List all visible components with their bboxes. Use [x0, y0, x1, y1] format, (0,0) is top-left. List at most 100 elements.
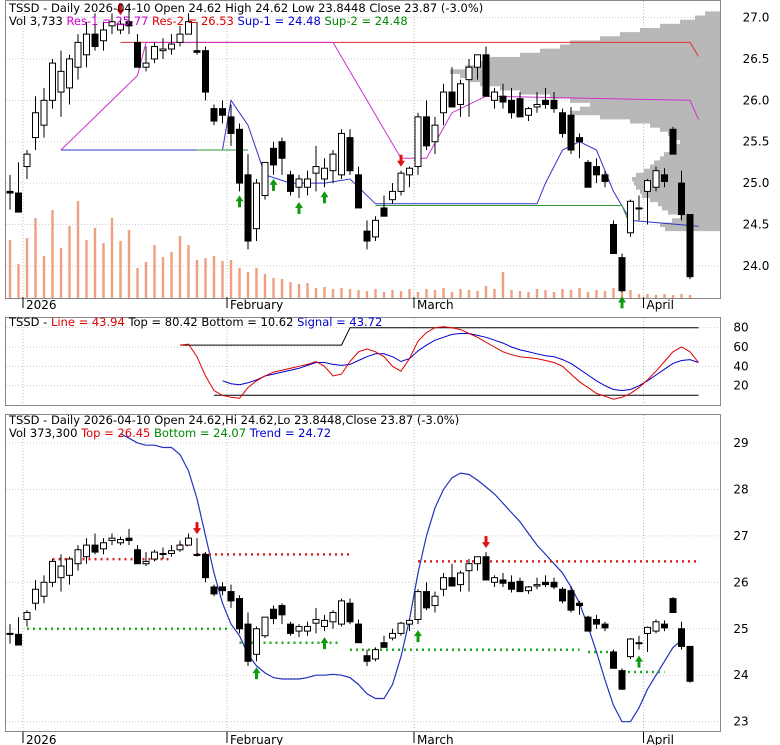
- volume-profile-bar: [450, 69, 720, 74]
- price-candle-body: [406, 167, 413, 176]
- trend-candle-body: [295, 625, 303, 632]
- volume-bar: [42, 256, 46, 298]
- trend-candle-body: [142, 560, 150, 565]
- volume-bar: [340, 288, 343, 298]
- volume-profile-bar: [680, 139, 720, 145]
- trend-candle-body: [219, 586, 226, 592]
- volume-bar: [391, 290, 394, 298]
- price-candle-body: [117, 23, 124, 31]
- trend-legend-levels: Vol 373,300 Top = 26.45 Bottom = 24.07 T…: [9, 426, 331, 440]
- price-candle-body: [304, 178, 311, 188]
- osc-tick-label: 80: [733, 321, 748, 335]
- volume-bar: [153, 245, 156, 298]
- price-candle-body: [32, 112, 39, 139]
- price-candle-body: [584, 161, 592, 188]
- price-tick-label: 24.5: [743, 218, 770, 232]
- trend-candle-body: [23, 612, 31, 620]
- trend-candle-body: [389, 632, 396, 639]
- volume-bar: [425, 289, 428, 298]
- volume-profile-bar: [550, 94, 720, 99]
- volume-bar: [178, 236, 182, 298]
- trend-candle-body: [661, 623, 668, 629]
- volume-bar: [535, 289, 539, 298]
- volume-bar: [654, 295, 658, 298]
- trend-candle-body: [482, 556, 490, 581]
- trend-tick-label: 24: [733, 668, 748, 682]
- price-candle-body: [482, 54, 490, 97]
- trend-candle-body: [576, 602, 583, 607]
- trend-candle-body: [559, 588, 566, 602]
- volume-profile-bar: [520, 52, 720, 58]
- price-candle-body: [278, 141, 286, 159]
- volume-bar: [263, 274, 267, 298]
- volume-bar: [93, 228, 97, 298]
- price-candle-body: [593, 166, 600, 176]
- price-candle-body: [491, 91, 498, 101]
- price-candle-body: [74, 41, 82, 68]
- trend-candle-body: [669, 598, 677, 614]
- volume-bar: [161, 257, 165, 298]
- volume-profile-bar: [500, 85, 720, 91]
- price-candle-body: [270, 147, 277, 166]
- osc-tick-label: 20: [733, 379, 748, 393]
- price-candle-body: [57, 70, 65, 93]
- price-candle-body: [516, 98, 524, 118]
- trend-candle-body: [168, 550, 175, 554]
- trend-candle-body: [686, 645, 694, 682]
- resistance-1-line: [60, 41, 699, 159]
- price-candle-body: [389, 190, 396, 201]
- osc-signal-line: [222, 333, 699, 392]
- volume-profile-bar: [662, 205, 720, 211]
- trend-candle-body: [134, 549, 141, 565]
- price-candle-body: [244, 174, 252, 242]
- volume-bar: [501, 272, 505, 298]
- trend-candle-body: [380, 642, 388, 648]
- volume-bar: [527, 292, 530, 298]
- volume-profile-bar: [676, 143, 720, 149]
- trend-candle-body: [474, 556, 481, 565]
- trend-candle-body: [159, 552, 167, 555]
- price-buy-arrow: [618, 296, 626, 309]
- price-candle-body: [355, 174, 362, 209]
- trend-candle-body: [91, 544, 99, 553]
- price-candle-body: [202, 50, 209, 93]
- trend-candle-body: [185, 537, 192, 546]
- price-tick-label: 24.0: [743, 259, 770, 273]
- trend-candle-body: [338, 600, 345, 625]
- price-legend: TSSD - Daily 2026-04-10 Open 24.62 High …: [8, 1, 483, 15]
- trend-candle-body: [287, 623, 294, 634]
- volume-profile-bar: [674, 135, 720, 141]
- price-candle-body: [448, 91, 456, 108]
- trend-candle-body: [465, 563, 473, 572]
- trend-candle-body: [542, 581, 549, 586]
- price-candle-body: [329, 153, 337, 172]
- price-sell-arrow: [116, 3, 125, 16]
- volume-bar: [578, 288, 581, 298]
- volume-profile-bar: [630, 119, 720, 124]
- price-tick-label: 26.0: [743, 93, 770, 107]
- trend-candle-body: [423, 591, 430, 609]
- price-candle-body: [91, 33, 99, 48]
- trend-candle-body: [508, 581, 515, 590]
- trend-candle-body: [329, 612, 337, 623]
- price-candle-body: [312, 166, 320, 174]
- volume-bar: [204, 258, 207, 298]
- trend-candle-body: [304, 625, 311, 632]
- volume-bar: [680, 294, 683, 298]
- trend-candle-body: [635, 642, 643, 645]
- volume-bar: [637, 294, 641, 298]
- volume-bars: [8, 201, 692, 298]
- volume-profile-bar: [520, 90, 720, 95]
- volume-profile-bar: [705, 11, 720, 16]
- volume-bar: [170, 252, 173, 298]
- volume-profile-bar: [640, 27, 720, 33]
- volume-bar: [221, 261, 224, 298]
- volume-bar: [289, 282, 292, 298]
- volume-bar: [187, 245, 190, 298]
- price-candle-body: [210, 108, 218, 122]
- x-axis-label: February: [230, 298, 283, 312]
- volume-bar: [493, 289, 496, 298]
- price-candle-body: [380, 207, 388, 217]
- volume-bar: [399, 291, 403, 298]
- volume-bar: [144, 262, 148, 298]
